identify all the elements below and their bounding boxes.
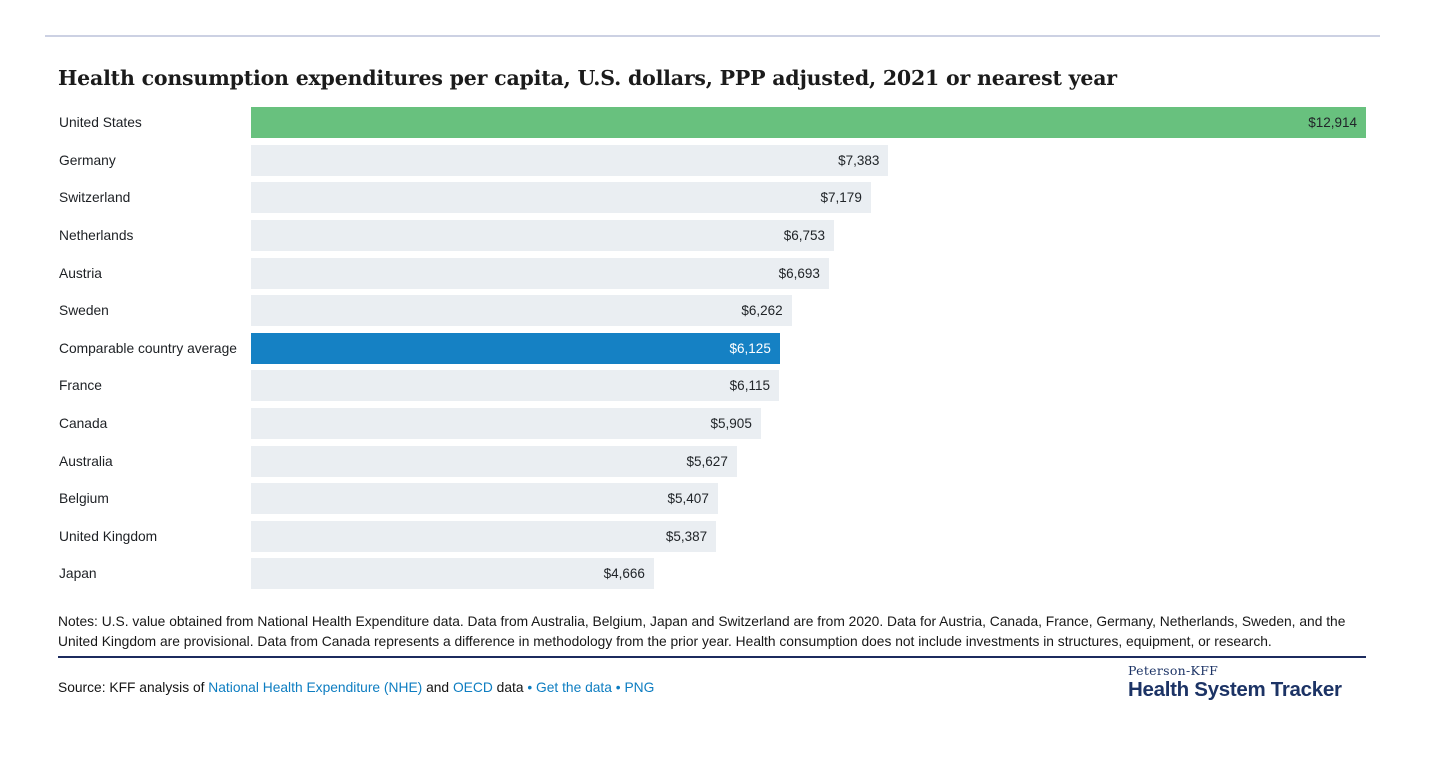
category-label: United Kingdom — [59, 528, 158, 544]
notes-text: Notes: U.S. value obtained from National… — [58, 614, 1346, 649]
bar[interactable]: $6,262 — [251, 295, 792, 327]
chart-row: Australia $5,627 — [58, 442, 1366, 480]
chart-row: Comparable country average $6,125 — [58, 330, 1366, 368]
bar[interactable]: $6,753 — [251, 220, 835, 252]
category-label: Australia — [59, 453, 113, 469]
category-label: Japan — [59, 566, 97, 582]
bar-chart: United States $12,914 Germany $7,383 Switzer… — [58, 104, 1366, 593]
chart-title: Health consumption expenditures per capi… — [58, 66, 1117, 90]
category-label: Comparable country average — [59, 340, 237, 356]
bar[interactable]: $7,383 — [251, 144, 889, 176]
bar[interactable]: $12,914 — [251, 107, 1366, 139]
source-text: and — [422, 680, 453, 695]
category-label: Netherlands — [59, 228, 134, 244]
chart-row: France $6,115 — [58, 367, 1366, 405]
bar[interactable]: $5,407 — [251, 483, 718, 515]
chart-row: Canada $5,905 — [58, 405, 1366, 443]
chart-row: Sweden $6,262 — [58, 292, 1366, 330]
brand-name-peterson-kff: Peterson-KFF — [1128, 663, 1219, 678]
bar-track: $6,115 — [251, 370, 1366, 402]
bar-track: $6,693 — [251, 257, 1366, 289]
bar-value-label: $7,179 — [820, 190, 862, 206]
source-line: Source: KFF analysis of National Health … — [58, 680, 654, 695]
bar-value-label: $6,693 — [778, 265, 820, 281]
bar-value-label: $6,753 — [783, 228, 826, 244]
bar-track: $7,179 — [251, 182, 1366, 214]
bar-track: $4,666 — [251, 558, 1366, 590]
bar-track: $5,627 — [251, 445, 1366, 477]
bar[interactable]: $6,125 — [251, 332, 780, 364]
bar-value-label: $5,905 — [710, 416, 752, 432]
bar-value-label: $7,383 — [838, 152, 880, 168]
source-link[interactable]: Get the data — [536, 680, 612, 695]
bar-track: $5,905 — [251, 408, 1366, 440]
bar-value-label: $6,262 — [741, 303, 783, 319]
category-label: France — [59, 378, 102, 394]
bullet-separator: • — [523, 680, 536, 695]
bar-track: $5,387 — [251, 520, 1366, 552]
category-label: Germany — [59, 152, 116, 168]
source-link[interactable]: National Health Expenditure (NHE) — [208, 680, 423, 695]
bar-track: $5,407 — [251, 483, 1366, 515]
chart-row: Germany $7,383 — [58, 142, 1366, 180]
category-label: Canada — [59, 416, 108, 432]
top-divider — [45, 35, 1380, 37]
chart-row: Belgium $5,407 — [58, 480, 1366, 518]
bar[interactable]: $4,666 — [251, 558, 654, 590]
bar[interactable]: $5,905 — [251, 408, 761, 440]
source-text: data — [492, 680, 524, 695]
bar-track: $12,914 — [251, 107, 1366, 139]
bar-value-label: $4,666 — [603, 566, 645, 582]
category-label: United States — [59, 115, 142, 131]
chart-row: United Kingdom $5,387 — [58, 518, 1366, 556]
chart-row: Switzerland $7,179 — [58, 179, 1366, 217]
brand-logo[interactable]: Peterson-KFF Health System Tracker — [1128, 663, 1368, 701]
bar[interactable]: $7,179 — [251, 182, 871, 214]
source-link[interactable]: OECD — [452, 680, 493, 695]
bar-value-label: $12,914 — [1308, 115, 1357, 131]
source-text: Source: KFF analysis of — [58, 680, 209, 695]
bar[interactable]: $5,627 — [251, 445, 737, 477]
category-label: Belgium — [59, 491, 109, 507]
bar-track: $7,383 — [251, 144, 1366, 176]
bar[interactable]: $5,387 — [251, 520, 717, 552]
chart-row: Japan $4,666 — [58, 555, 1366, 593]
chart-row: Austria $6,693 — [58, 254, 1366, 292]
bullet-separator: • — [611, 680, 625, 695]
chart-row: United States $12,914 — [58, 104, 1366, 142]
bar-value-label: $5,387 — [665, 528, 708, 544]
bar-track: $6,262 — [251, 295, 1366, 327]
category-label: Switzerland — [59, 190, 131, 206]
footer-divider — [58, 656, 1366, 658]
bar-value-label: $6,115 — [729, 378, 770, 394]
bar-value-label: $6,125 — [729, 340, 771, 356]
brand-name-health-system-tracker: Health System Tracker — [1128, 678, 1342, 701]
category-label: Sweden — [59, 303, 109, 319]
chart-row: Netherlands $6,753 — [58, 217, 1366, 255]
bar-track: $6,753 — [251, 220, 1366, 252]
bar-value-label: $5,407 — [667, 491, 709, 507]
source-link[interactable]: PNG — [624, 680, 655, 695]
bar-value-label: $5,627 — [686, 453, 728, 469]
category-label: Austria — [59, 265, 102, 281]
bar[interactable]: $6,115 — [251, 370, 779, 402]
bar-track: $6,125 — [251, 332, 1366, 364]
bar[interactable]: $6,693 — [251, 257, 829, 289]
